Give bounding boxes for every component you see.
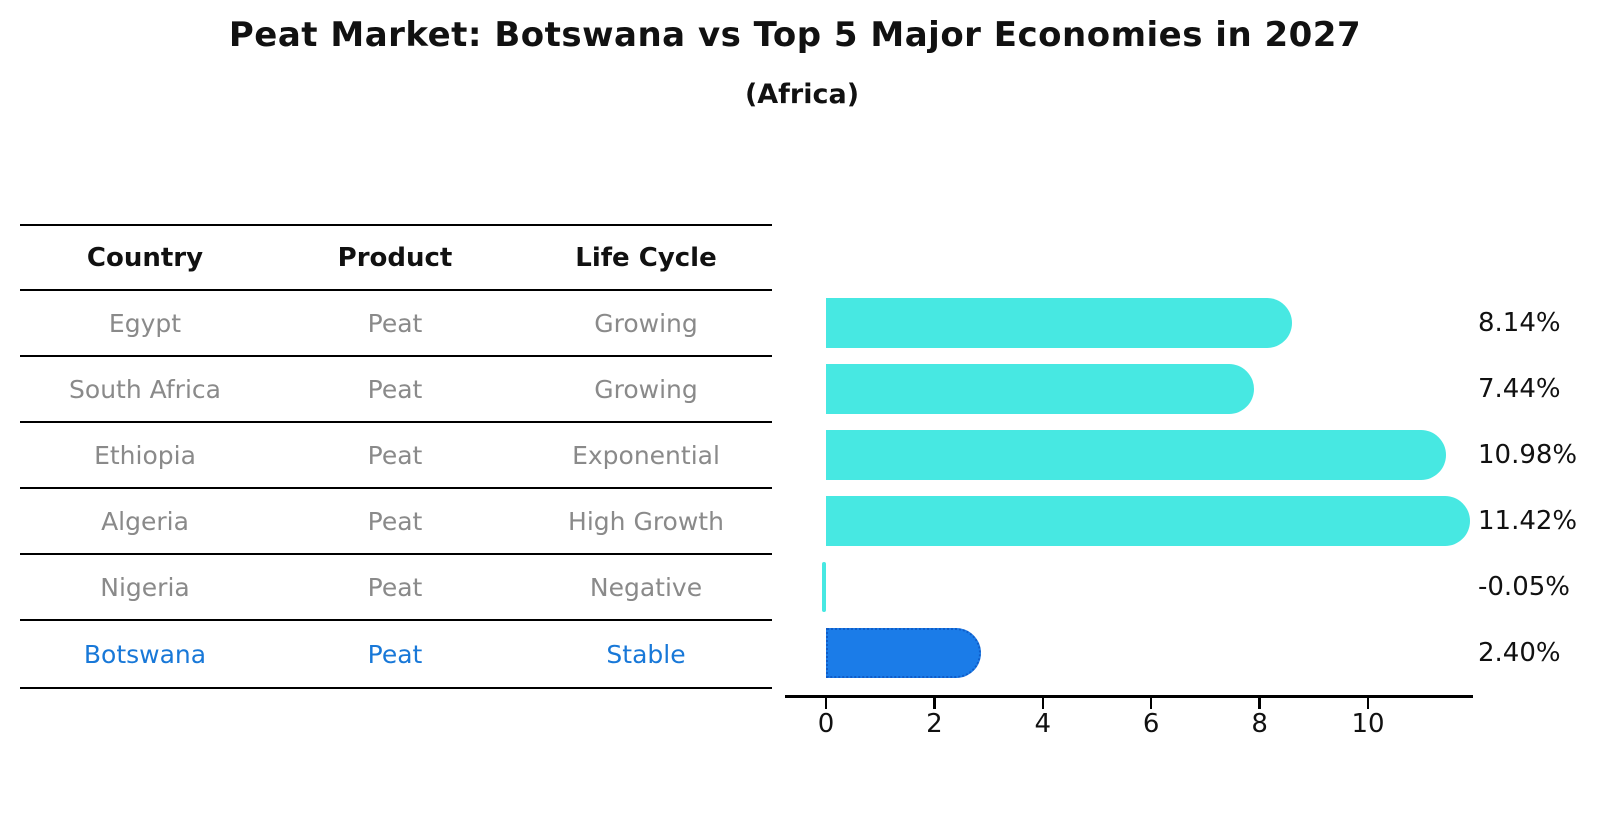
cell-product: Peat xyxy=(367,639,423,669)
x-axis-tick xyxy=(1258,698,1261,709)
value-label-south-africa: 7.44% xyxy=(1478,374,1561,404)
x-axis-tick xyxy=(1041,698,1045,709)
x-axis-tick-label: 4 xyxy=(1034,709,1052,739)
chart-subtitle: (Africa) xyxy=(744,79,860,110)
cell-lifecycle: Growing xyxy=(594,308,698,338)
col-header-lifecycle: Life Cycle xyxy=(575,242,717,273)
cell-country: Nigeria xyxy=(100,572,190,602)
cell-country: Egypt xyxy=(108,308,182,338)
col-header-product: Product xyxy=(337,242,453,273)
bar-egypt xyxy=(826,298,1293,348)
value-label-ethiopia: 10.98% xyxy=(1478,440,1578,470)
cell-product: Peat xyxy=(367,308,423,338)
cell-country: South Africa xyxy=(69,374,221,404)
cell-country: Algeria xyxy=(101,506,189,536)
chart-title: Peat Market: Botswana vs Top 5 Major Eco… xyxy=(228,15,1362,55)
cell-country: Botswana xyxy=(83,639,207,669)
x-axis-tick-label: 0 xyxy=(817,709,835,739)
bar-nigeria xyxy=(822,562,826,612)
cell-lifecycle: Stable xyxy=(606,639,686,669)
x-axis-tick xyxy=(1366,698,1370,709)
value-label-algeria: 11.42% xyxy=(1478,506,1578,536)
cell-lifecycle: Exponential xyxy=(572,440,720,470)
x-axis-tick-label: 6 xyxy=(1142,709,1160,739)
cell-product: Peat xyxy=(367,572,423,602)
cell-product: Peat xyxy=(367,440,423,470)
value-label-botswana: 2.40% xyxy=(1478,638,1561,668)
bar-ethiopia xyxy=(826,430,1447,480)
cell-product: Peat xyxy=(367,506,423,536)
table-row: South Africa Peat Growing xyxy=(20,357,772,423)
value-label-egypt: 8.14% xyxy=(1478,308,1561,338)
x-axis-tick-label: 2 xyxy=(926,709,943,739)
value-label-nigeria: -0.05% xyxy=(1478,572,1570,602)
x-axis-line xyxy=(785,695,1473,698)
cell-lifecycle: Negative xyxy=(589,572,703,602)
table-row: Botswana Peat Stable xyxy=(20,621,772,687)
cell-lifecycle: Growing xyxy=(594,374,698,404)
table-row: Algeria Peat High Growth xyxy=(20,489,772,555)
cell-lifecycle: High Growth xyxy=(568,506,724,536)
table-row: Egypt Peat Growing xyxy=(20,291,772,357)
table-row: Nigeria Peat Negative xyxy=(20,555,772,621)
country-table: Country Product Life Cycle Egypt Peat Gr… xyxy=(20,224,772,689)
x-axis-tick xyxy=(933,698,936,709)
x-axis-tick-label: 10 xyxy=(1351,709,1385,739)
table-row: Ethiopia Peat Exponential xyxy=(20,423,772,489)
bar-algeria xyxy=(826,496,1470,546)
x-axis-tick xyxy=(1149,698,1153,709)
cell-country: Ethiopia xyxy=(94,440,196,470)
bar-botswana xyxy=(826,628,982,678)
x-axis-tick-label: 8 xyxy=(1251,709,1268,739)
table-header-row: Country Product Life Cycle xyxy=(20,226,772,291)
cell-product: Peat xyxy=(367,374,423,404)
col-header-country: Country xyxy=(86,242,204,273)
x-axis-tick xyxy=(824,698,828,709)
bar-south-africa xyxy=(826,364,1255,414)
